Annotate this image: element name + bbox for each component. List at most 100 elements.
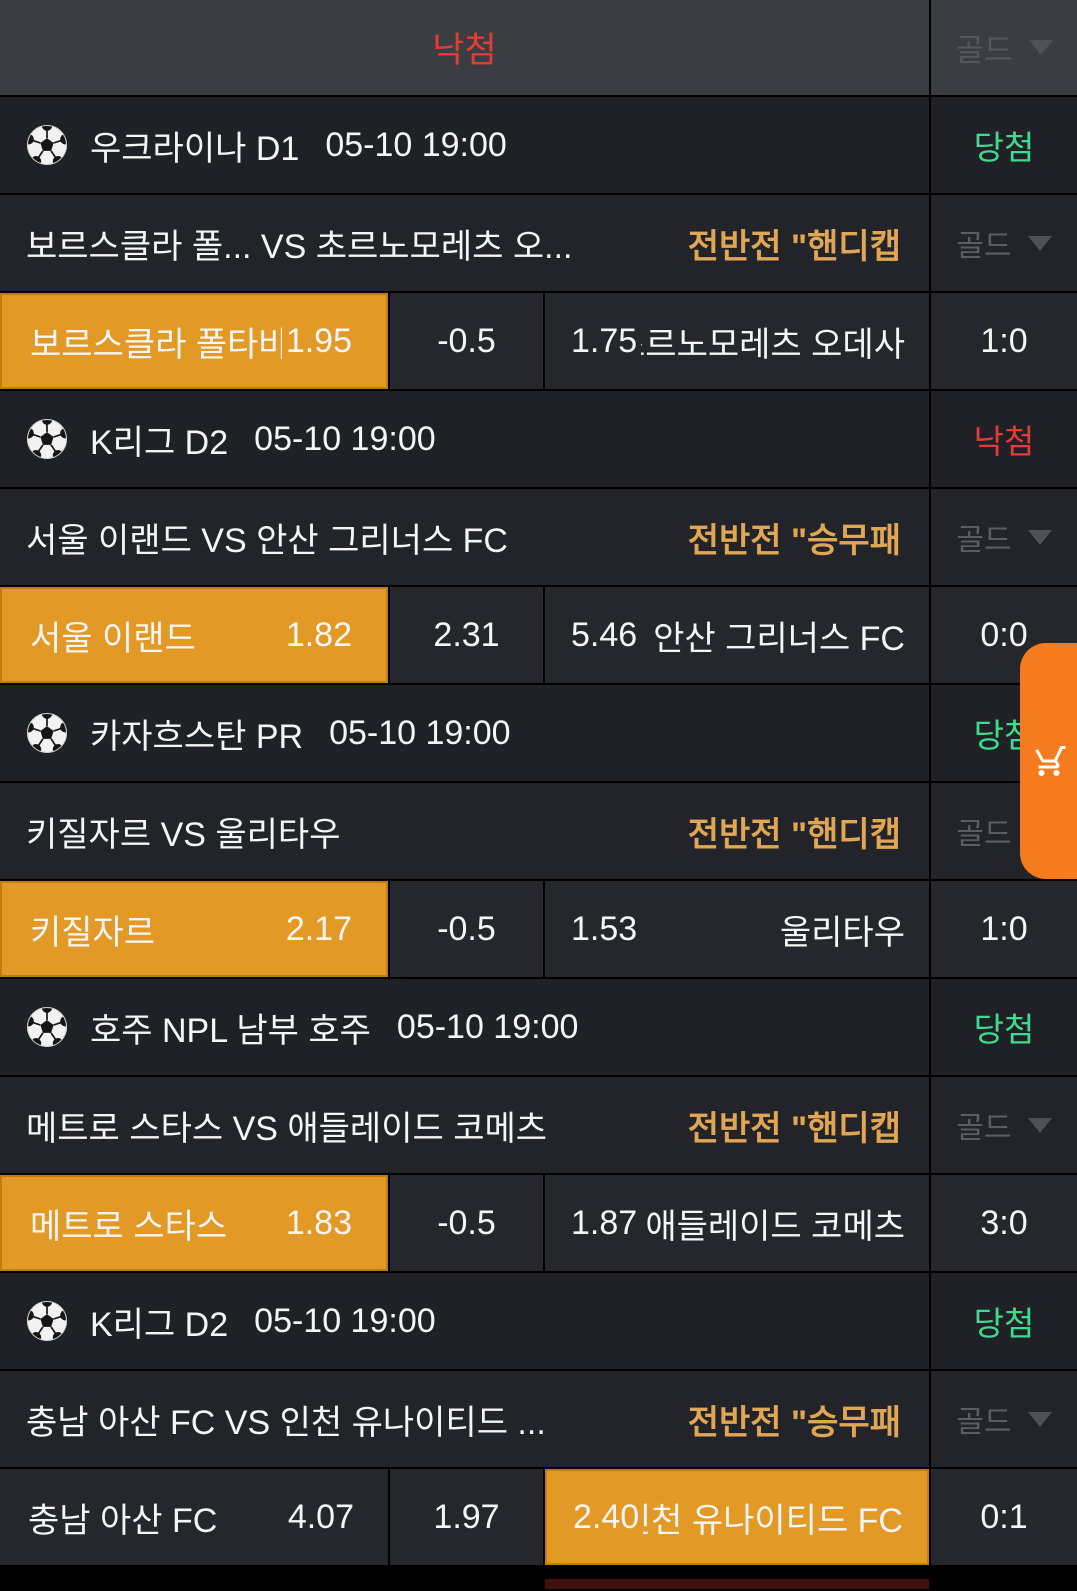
away-odds-value: 1.53 <box>571 909 638 948</box>
odds-row: 메트로 스타스 1.83 -0.5 1.87 애들레이드 코메츠 3:0 <box>0 1175 1077 1271</box>
league-name: 우크라이나 D1 <box>90 129 300 168</box>
gold-dropdown-label: 골드 <box>956 230 1012 263</box>
score-value: 1:0 <box>980 321 1028 360</box>
gold-dropdown-label: 골드 <box>956 1406 1012 1439</box>
home-odds-value: 1.83 <box>285 1203 352 1242</box>
league-name: 카자흐스탄 PR <box>90 717 304 756</box>
soccer-ball-icon <box>26 418 68 460</box>
result-cell: 당첨 <box>931 97 1077 193</box>
away-odds-value: 2.40 <box>573 1497 640 1536</box>
draw-odds-cell[interactable]: 2.31 <box>390 587 543 683</box>
league-name: 호주 NPL 남부 호주 <box>90 1011 371 1050</box>
status-badge: 당첨 <box>973 1011 1035 1048</box>
soccer-ball-icon <box>26 1300 68 1342</box>
score-value: 3:0 <box>980 1203 1028 1242</box>
gold-filter-dropdown[interactable]: 골드 <box>931 0 1077 95</box>
home-odds-cell[interactable]: 충남 아산 FC 4.07 <box>0 1469 388 1565</box>
away-odds-cell[interactable]: 1.75 초르노모레츠 오데사 <box>545 293 929 389</box>
match-title-cell: 메트로 스타스 VS 애들레이드 코메츠 전반전 "핸디캡 <box>0 1077 929 1173</box>
odds-row: 충남 아산 FC 4.07 1.97 2.40 인천 유나이티드 FC 0:1 <box>0 1469 1077 1565</box>
match-teams: 충남 아산 FC VS 인천 유나이티드 ... <box>26 1403 546 1442</box>
match-title-cell: 키질자르 VS 울리타우 전반전 "핸디캡 <box>0 783 929 879</box>
away-odds-cell[interactable]: 1.53 울리타우 <box>545 881 929 977</box>
gold-dropdown[interactable]: 골드 <box>931 489 1077 585</box>
match-teams: 키질자르 VS 울리타우 <box>26 815 341 854</box>
away-odds-cell[interactable]: 2.40 인천 유나이티드 FC <box>545 1469 929 1565</box>
gold-dropdown[interactable]: 골드 <box>931 1077 1077 1173</box>
home-odds-cell[interactable]: 키질자르 2.17 <box>0 881 388 977</box>
shopping-cart-icon <box>1031 743 1067 779</box>
home-team-name: 충남 아산 FC <box>28 1501 218 1540</box>
away-team-name: 애들레이드 코메츠 <box>645 1207 905 1246</box>
home-odds-cell[interactable]: 메트로 스타스 1.83 <box>0 1175 388 1271</box>
away-team-name: 인천 유나이티드 FC <box>643 1501 903 1540</box>
league-info-cell: 카자흐스탄 PR 05-10 19:00 <box>0 685 929 781</box>
score-cell: 3:0 <box>931 1175 1077 1271</box>
draw-odds-cell[interactable]: -0.5 <box>390 881 543 977</box>
status-badge: 당첨 <box>973 129 1035 166</box>
gold-dropdown[interactable]: 골드 <box>931 195 1077 291</box>
score-cell: 1:0 <box>931 881 1077 977</box>
chevron-down-icon <box>1027 1411 1052 1427</box>
league-name: K리그 D2 <box>90 423 229 462</box>
home-odds-value: 4.07 <box>287 1497 354 1536</box>
home-team-name: 키질자르 <box>30 913 156 952</box>
away-odds-cell[interactable]: 1.87 애들레이드 코메츠 <box>545 1175 929 1271</box>
next-row-peek <box>0 1567 1077 1589</box>
betslip-cart-button[interactable] <box>1020 643 1077 879</box>
status-badge: 당첨 <box>973 1305 1035 1342</box>
league-header-row: K리그 D2 05-10 19:00 당첨 <box>0 1273 1077 1369</box>
league-info-cell: 우크라이나 D1 05-10 19:00 <box>0 97 929 193</box>
score-cell: 1:0 <box>931 293 1077 389</box>
result-cell: 당첨 <box>931 979 1077 1075</box>
score-value: 1:0 <box>980 909 1028 948</box>
header-title-cell: 낙첨 <box>0 0 929 95</box>
home-team-name: 메트로 스타스 <box>30 1207 228 1246</box>
score-cell: 0:1 <box>931 1469 1077 1565</box>
match-datetime: 05-10 19:00 <box>325 125 507 164</box>
home-odds-value: 1.82 <box>285 615 352 654</box>
odds-row: 서울 이랜드 1.82 2.31 5.46 안산 그리너스 FC 0:0 <box>0 587 1077 683</box>
chevron-down-icon <box>1027 1117 1052 1133</box>
odds-row: 보르스클라 폴타바 1.95 -0.5 1.75 초르노모레츠 오데사 1:0 <box>0 293 1077 389</box>
home-team-name: 서울 이랜드 <box>30 619 196 658</box>
match-teams: 메트로 스타스 VS 애들레이드 코메츠 <box>26 1109 548 1148</box>
match-title-row: 메트로 스타스 VS 애들레이드 코메츠 전반전 "핸디캡 골드 <box>0 1077 1077 1173</box>
match-title-cell: 보르스클라 폴... VS 초르노모레츠 오... 전반전 "핸디캡 <box>0 195 929 291</box>
score-value: 0:0 <box>980 615 1028 654</box>
match-list: 우크라이나 D1 05-10 19:00 당첨 보르스클라 폴... VS 초르… <box>0 97 1077 1565</box>
draw-odds-value: -0.5 <box>437 909 496 948</box>
match-datetime: 05-10 19:00 <box>254 419 436 458</box>
chevron-down-icon <box>1028 40 1053 55</box>
league-info-cell: K리그 D2 05-10 19:00 <box>0 391 929 487</box>
league-name: K리그 D2 <box>90 1305 229 1344</box>
draw-odds-cell[interactable]: -0.5 <box>390 1175 543 1271</box>
header-bar: 낙첨 골드 <box>0 0 1077 95</box>
home-odds-cell[interactable]: 서울 이랜드 1.82 <box>0 587 388 683</box>
away-odds-cell[interactable]: 5.46 안산 그리너스 FC <box>545 587 929 683</box>
match-title-row: 서울 이랜드 VS 안산 그리너스 FC 전반전 "승무패 골드 <box>0 489 1077 585</box>
bet-type-label: 전반전 "승무패 <box>687 521 901 560</box>
match-title-row: 키질자르 VS 울리타우 전반전 "핸디캡 골드 <box>0 783 1077 879</box>
soccer-ball-icon <box>26 1006 68 1048</box>
result-cell: 낙첨 <box>931 391 1077 487</box>
home-odds-value: 1.95 <box>285 321 352 360</box>
bet-type-label: 전반전 "승무패 <box>687 1403 901 1442</box>
league-header-row: 카자흐스탄 PR 05-10 19:00 당첨 <box>0 685 1077 781</box>
draw-odds-value: 1.97 <box>433 1497 500 1536</box>
gold-dropdown-label: 골드 <box>956 1112 1012 1145</box>
draw-odds-cell[interactable]: -0.5 <box>390 293 543 389</box>
match-datetime: 05-10 19:00 <box>254 1301 436 1340</box>
gold-dropdown[interactable]: 골드 <box>931 1371 1077 1467</box>
bet-type-label: 전반전 "핸디캡 <box>687 815 901 854</box>
draw-odds-value: -0.5 <box>437 1203 496 1242</box>
home-odds-cell[interactable]: 보르스클라 폴타바 1.95 <box>0 293 388 389</box>
match-teams: 서울 이랜드 VS 안산 그리너스 FC <box>26 521 508 560</box>
soccer-ball-icon <box>26 124 68 166</box>
draw-odds-cell[interactable]: 1.97 <box>390 1469 543 1565</box>
league-header-row: 우크라이나 D1 05-10 19:00 당첨 <box>0 97 1077 193</box>
league-header-row: K리그 D2 05-10 19:00 낙첨 <box>0 391 1077 487</box>
page-title: 낙첨 <box>432 31 497 70</box>
next-row-peek-segment <box>545 1579 929 1589</box>
